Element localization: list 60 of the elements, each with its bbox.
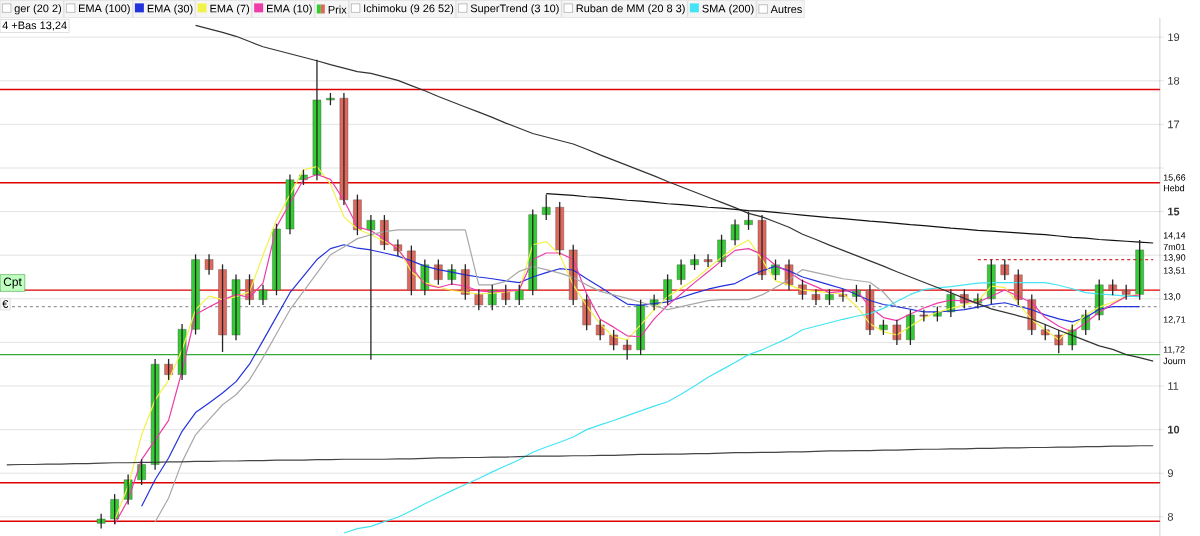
- candlestick: [447, 263, 457, 286]
- text: Ichimoku (9 26 52): [364, 4, 454, 15]
- text: 7m01: [1163, 243, 1186, 251]
- text: ger (20 2): [14, 4, 62, 15]
- legend-label: EMA (10): [267, 4, 312, 15]
- legend-label: EMA (30): [147, 4, 193, 15]
- annotation: Cpt: [3, 277, 22, 289]
- candlestick: [798, 278, 807, 301]
- text: Journ: [1163, 357, 1186, 365]
- candlestick: [366, 214, 376, 361]
- candlestick: [676, 258, 686, 286]
- candlestick: [892, 319, 902, 346]
- candlestick: [703, 253, 713, 268]
- legend-label: SMA (200): [702, 4, 754, 15]
- candlestick: [272, 223, 281, 296]
- y-tick-label: 10: [1168, 425, 1180, 434]
- text: EMA (100): [79, 4, 130, 15]
- text: 12,71: [1163, 316, 1186, 324]
- text: SuperTrend (3 10): [470, 4, 559, 15]
- candlestick: [811, 288, 821, 306]
- y-tick-label: 15: [1168, 207, 1180, 216]
- text: Ruban de MM (20 8 3): [576, 4, 685, 15]
- candlestick: [919, 309, 929, 323]
- candlestick: [312, 59, 322, 181]
- candlestick: [663, 273, 672, 306]
- y-tick-label: 18: [1168, 76, 1180, 85]
- text: Hebd: [1163, 184, 1185, 192]
- text: Autres: [770, 5, 802, 14]
- legend-label: Prix: [328, 5, 347, 14]
- candlestick: [474, 288, 484, 311]
- y-tick-label: 19: [1168, 33, 1180, 42]
- candlestick: [204, 253, 214, 276]
- annotation: 4 +Bas 13,24: [2, 21, 67, 31]
- candlestick: [434, 258, 443, 286]
- annotation: €: [2, 300, 9, 308]
- candlestick: [258, 284, 268, 306]
- candlestick: [339, 92, 349, 206]
- candlestick: [595, 319, 605, 341]
- text: 14,14: [1163, 232, 1186, 240]
- text: 15,66: [1163, 174, 1186, 182]
- candlestick: [1000, 258, 1010, 281]
- text: 11,72: [1163, 346, 1185, 354]
- legend-label: EMA (7): [210, 4, 250, 15]
- candlestick: [231, 273, 241, 341]
- candlestick: [541, 193, 551, 221]
- text: 13,0: [1163, 293, 1181, 301]
- y-tick-label: 8: [1167, 512, 1174, 521]
- candlestick: [622, 339, 632, 361]
- candlestick: [609, 329, 618, 351]
- text: 13,51: [1163, 267, 1186, 275]
- candlestick: [1135, 239, 1144, 301]
- candlestick: [218, 263, 227, 353]
- text: 13,90: [1163, 254, 1186, 262]
- candlestick: [555, 201, 564, 256]
- y-tick-label: 11: [1168, 382, 1179, 390]
- candlestick: [730, 218, 740, 246]
- y-tick-label: 17: [1168, 120, 1180, 129]
- candlestick: [515, 284, 524, 306]
- candlestick: [744, 210, 753, 231]
- y-tick-label: 9: [1167, 469, 1173, 478]
